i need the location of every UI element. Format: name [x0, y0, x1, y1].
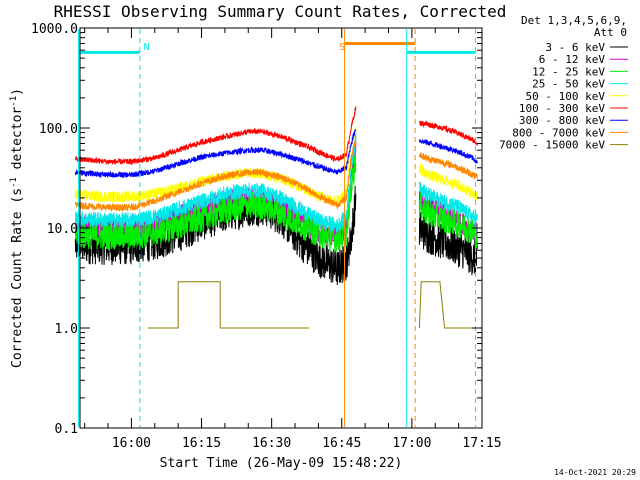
legend-header-0: Det 1,3,4,5,6,9,	[521, 14, 627, 27]
legend-label: 100 - 300 keV	[519, 102, 605, 115]
series-25-50-day2	[418, 181, 478, 227]
x-tick-label: 17:00	[392, 436, 431, 451]
x-tick-label: 16:45	[322, 436, 361, 451]
series-100-300-day2	[418, 119, 478, 146]
y-label-sup-2: -1	[9, 96, 19, 107]
y-axis-label: Corrected Count Rate (s-1 detector-1)	[9, 88, 25, 368]
x-axis-label: Start Time (26-May-09 15:48:22)	[160, 456, 403, 471]
y-label-tail: detector	[10, 107, 25, 178]
x-tick-label: 16:30	[252, 436, 291, 451]
legend-label: 12 - 25 keV	[532, 65, 605, 78]
chart-title: RHESSI Observing Summary Count Rates, Co…	[54, 2, 507, 21]
legend-label: 300 - 800 keV	[519, 114, 605, 127]
legend-label: 7000 - 15000 keV	[499, 139, 605, 152]
series-group	[74, 106, 478, 329]
legend-label: 50 - 100 keV	[526, 90, 606, 103]
series-25-50-day1	[74, 130, 357, 233]
series-800-7000-day1	[74, 136, 357, 213]
y-label-sup-1: -1	[9, 177, 19, 188]
annotation-S: S	[339, 42, 345, 53]
annotation-N: N	[144, 42, 150, 53]
legend-label: 800 - 7000 keV	[512, 126, 605, 139]
series-100-300-day1	[74, 106, 357, 165]
series-300-800-day2	[418, 139, 478, 164]
y-tick-label: 1000.0	[31, 22, 78, 37]
legend-label: 3 - 6 keV	[545, 41, 605, 54]
x-tick-label: 17:15	[462, 436, 501, 451]
y-tick-label: 1.0	[55, 322, 78, 337]
y-label-main: Corrected Count Rate (s	[10, 188, 25, 368]
series-7000-15000-day1	[147, 281, 309, 329]
x-tick-label: 16:00	[112, 436, 151, 451]
series-12-25-day2	[418, 192, 478, 249]
y-tick-label: 100.0	[39, 122, 78, 137]
y-label-end: )	[10, 88, 25, 96]
series-7000-15000-day2	[418, 281, 473, 329]
y-axis: 1000.0 100.0 10.0 1.0 0.1	[31, 22, 482, 437]
legend-label: 25 - 50 keV	[532, 78, 605, 91]
x-tick-label: 16:15	[182, 436, 221, 451]
legend-label: 6 - 12 keV	[539, 53, 606, 66]
series-50-100-day1	[74, 125, 357, 206]
series-3-6-day2	[418, 211, 478, 276]
series-300-800-day1	[74, 129, 357, 179]
y-tick-label: 10.0	[47, 222, 78, 237]
series-12-25-day1	[74, 149, 357, 253]
series-800-7000-day2	[418, 152, 478, 180]
x-axis: 16:00 16:15 16:30 16:45 17:00 17:15	[84, 28, 502, 451]
legend-header-1: Att 0	[594, 26, 627, 39]
y-tick-label: 0.1	[55, 422, 78, 437]
series-50-100-day2	[418, 163, 478, 201]
footer-date: 14-Oct-2021 20:29	[554, 468, 636, 477]
